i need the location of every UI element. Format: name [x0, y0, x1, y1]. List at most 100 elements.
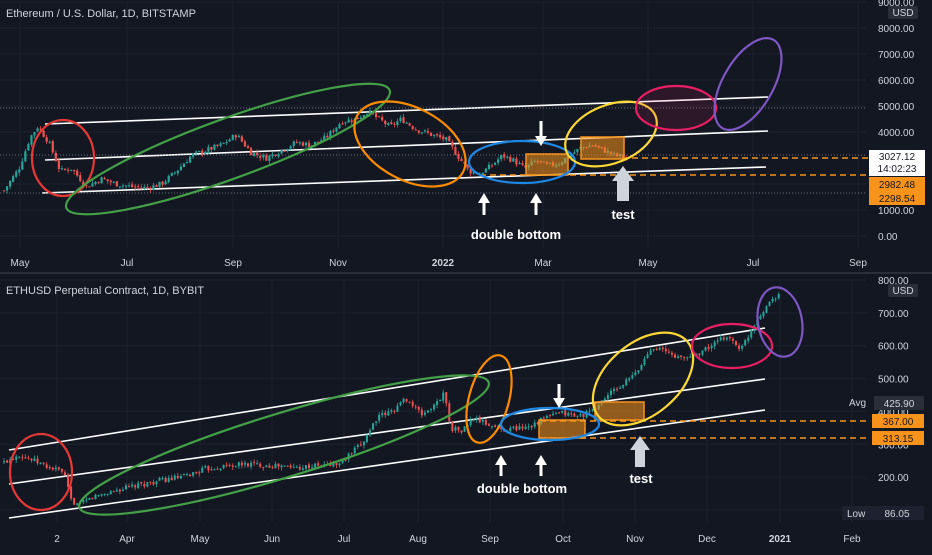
- p2-candle-body: [536, 422, 539, 425]
- p2-candle-body: [45, 464, 48, 468]
- p1-candle-body: [237, 135, 240, 138]
- ellipse-red: [30, 118, 96, 198]
- p1-candle-body: [317, 141, 320, 143]
- p2-candle-body: [369, 430, 371, 436]
- p2-candle-body: [588, 410, 591, 412]
- annotation-double-bottom-2: double bottom: [477, 481, 567, 496]
- consolidation-box-4: [594, 401, 645, 421]
- p2-candle-body: [530, 425, 533, 428]
- p2-candle-body: [722, 337, 725, 340]
- p2-candle-body: [609, 390, 612, 395]
- p2-candle-body: [747, 337, 750, 341]
- p1-candle-body: [48, 141, 51, 143]
- p1-candle-body: [378, 116, 381, 118]
- p2-candle-body: [256, 463, 259, 465]
- p1-candle-body: [97, 182, 100, 184]
- p1-candle-body: [146, 186, 149, 188]
- pane2-arrows: [495, 384, 650, 476]
- arrow-test-head: [612, 166, 634, 181]
- p2-candle-body: [161, 478, 164, 480]
- ellipse-pink: [634, 84, 718, 132]
- p1-candle-body: [54, 152, 57, 162]
- p1-candle-body: [445, 137, 448, 141]
- p1-x-tick-7: Jul: [747, 258, 760, 269]
- p1-y-tick-3: 6000.00: [878, 76, 915, 87]
- price-tag-367-value: 367.00: [883, 417, 914, 428]
- p1-candle-body: [347, 119, 350, 123]
- p1-candle-body: [481, 173, 484, 175]
- p2-candle-body: [408, 401, 411, 403]
- p1-candle-body: [204, 151, 207, 154]
- p2-candle-body: [167, 477, 170, 482]
- p2-candle-body: [640, 365, 643, 370]
- p2-candle-body: [768, 301, 771, 306]
- p2-candle-body: [201, 467, 204, 473]
- p1-candle-body: [277, 154, 280, 157]
- p2-candle-body: [735, 341, 737, 346]
- p2-y-tick-4: 400.00: [878, 407, 909, 418]
- p1-candle-body: [152, 185, 155, 190]
- p1-candle-body: [396, 121, 399, 126]
- p1-candle-body: [301, 142, 304, 146]
- p1-candle-body: [423, 130, 426, 132]
- p2-candle-body: [524, 426, 527, 430]
- p2-candle-body: [292, 466, 295, 468]
- p1-candle-body: [60, 168, 64, 170]
- p2-candle-body: [375, 421, 378, 423]
- p1-candle-body: [158, 181, 161, 187]
- p1-candle-body: [506, 156, 509, 158]
- p2-candle-body: [472, 419, 475, 421]
- p1-candle-body: [295, 141, 298, 143]
- p1-candle-body: [417, 130, 420, 133]
- p2-candle-body: [97, 495, 100, 497]
- p2-candle-body: [576, 415, 579, 417]
- p2-candle-body: [362, 441, 365, 446]
- price-tag-orange-1: [869, 177, 925, 191]
- p2-candle-body: [73, 498, 76, 505]
- p1-candle-body: [262, 154, 265, 158]
- p1-y-tick-5: 4000.00: [878, 128, 915, 139]
- p2-candle-body: [265, 465, 268, 468]
- pane2-candles: [3, 292, 780, 507]
- p1-candle-body: [259, 156, 262, 158]
- p1-candle-body: [469, 168, 472, 174]
- p1-candle-body: [286, 149, 289, 152]
- p2-candle-body: [744, 340, 747, 346]
- p2-candle-body: [649, 350, 652, 355]
- p1-candle-body: [42, 130, 45, 138]
- p2-candle-body: [109, 491, 112, 495]
- p2-candle-body: [338, 463, 341, 466]
- low-tag: [842, 506, 924, 520]
- p2-candle-body: [548, 414, 551, 416]
- p2-candle-body: [494, 425, 497, 427]
- p1-candle-body: [402, 117, 405, 124]
- ellipse-red-2: [8, 432, 74, 512]
- p2-candle-body: [445, 392, 448, 404]
- p2-candle-body: [378, 414, 381, 421]
- p2-candle-body: [85, 499, 88, 501]
- p2-candle-body: [533, 422, 536, 427]
- p2-candle-body: [33, 458, 36, 462]
- p2-candle-body: [478, 416, 481, 423]
- p2-candle-body: [91, 497, 94, 500]
- p2-candle-body: [591, 408, 594, 411]
- p1-candle-body: [179, 166, 182, 171]
- pane1-ellipses: [30, 36, 783, 216]
- upper-channel-line: [44, 96, 769, 125]
- p1-candle-body: [249, 148, 253, 156]
- p1-candle-body: [365, 114, 369, 116]
- arrow-up-head-2: [530, 193, 542, 203]
- p2-candle-body: [731, 338, 734, 341]
- p2-candle-body: [487, 424, 490, 426]
- p2-candle-body: [24, 457, 27, 459]
- p1-candle-body: [436, 134, 439, 136]
- p2-candle-body: [335, 463, 338, 465]
- p1-y-tick-4: 5000.00: [878, 102, 915, 113]
- p2-candle-body: [134, 485, 137, 488]
- p2-x-tick-7: Oct: [555, 534, 571, 545]
- p2-candle-body: [387, 411, 390, 416]
- p2-candle-body: [350, 452, 353, 454]
- p1-candle-body: [454, 147, 457, 155]
- p1-candle-body: [39, 128, 42, 131]
